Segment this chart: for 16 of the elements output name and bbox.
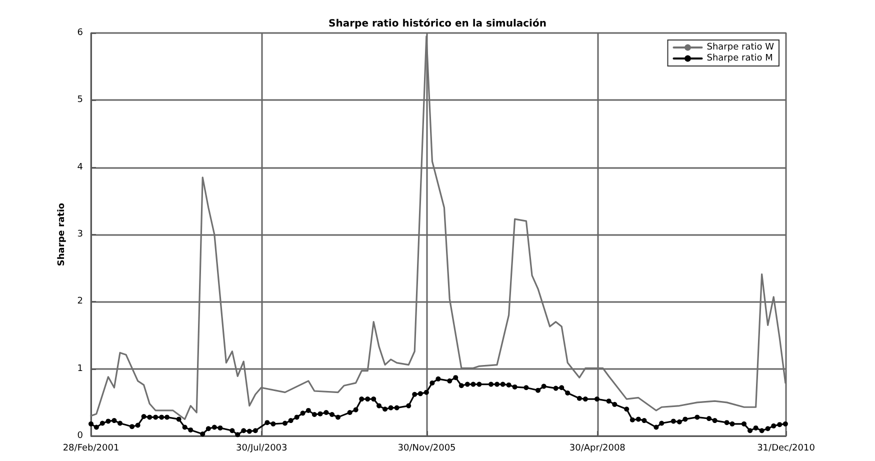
y-tick-label: 4 xyxy=(77,162,84,172)
y-tick-label: 5 xyxy=(77,95,83,106)
chart-title: Sharpe ratio histórico en la simulación xyxy=(328,18,546,30)
y-tick-label: 1 xyxy=(77,364,83,374)
x-tick-label: 30/Nov/2005 xyxy=(398,444,456,454)
x-tick-label: 28/Feb/2001 xyxy=(62,444,120,454)
legend-label: Sharpe ratio M xyxy=(706,54,773,64)
y-tick-label: 6 xyxy=(77,28,84,38)
x-tick-label: 30/Jul/2003 xyxy=(236,444,288,454)
y-axis-title: Sharpe ratio xyxy=(56,202,67,266)
y-tick-label: 0 xyxy=(77,431,84,441)
y-tick-label: 3 xyxy=(77,230,83,240)
x-tick-label: 31/Dec/2010 xyxy=(757,444,816,454)
y-tick-label: 2 xyxy=(77,296,83,307)
legend-label: Sharpe ratio W xyxy=(706,42,774,52)
x-tick-label: 30/Apr/2008 xyxy=(569,444,626,454)
